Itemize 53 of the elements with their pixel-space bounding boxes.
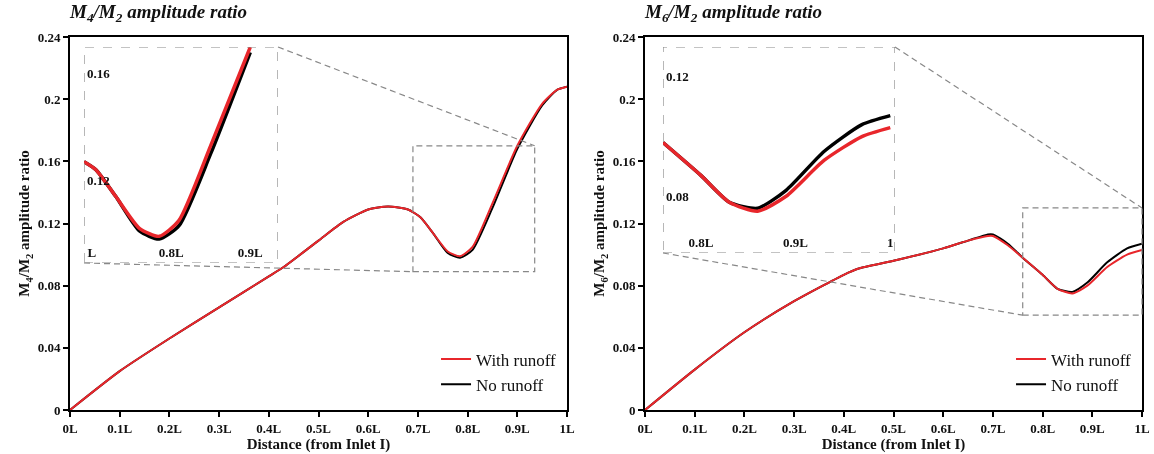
legend-label: With runoff [476,350,557,370]
x-tick-label: 0.1L [682,420,708,436]
y-tick-label: 0.04 [37,340,61,356]
x-tick-label: 0.9L [783,235,809,251]
x-tick-label: 0.7L [980,420,1006,436]
legend-label: No runoff [1051,375,1119,395]
x-tick-label: 0L [637,420,653,436]
y-tick-label: 0.2 [619,91,636,107]
x-tick-label: 0.4L [831,420,857,436]
x-tick-label: 0.2L [731,420,758,436]
y-tick-label: 0.24 [612,29,636,45]
x-tick-label: 1L [559,420,575,436]
x-tick-label: 0.9L [1079,420,1106,436]
x-tick-label: 1L [1134,420,1150,436]
x-tick-label: 0.4L [256,420,282,436]
y-tick-label: 0.12 [612,216,636,232]
x-tick-label: 0.8L [688,235,714,251]
x-tick-label: 0.7L [405,420,431,436]
y-tick-label: 0.08 [37,278,61,294]
y-tick-label: 0.12 [666,69,689,85]
y-tick-label: 0.16 [612,153,636,169]
x-axis-title: Distance (from Inlet I) [821,436,966,454]
y-tick-label: 0.12 [37,216,61,232]
y-tick-label: 0.24 [37,29,61,45]
y-tick-label: 0.08 [666,188,690,204]
y-tick-label: 0.16 [87,66,111,82]
x-tick-label: 0.1L [107,420,133,436]
y-tick-label: 0.04 [612,340,636,356]
x-tick-label: 0.6L [930,420,956,436]
y-tick-label: 0 [53,402,61,418]
x-tick-label: 0.2L [156,420,183,436]
legend-label: With runoff [1051,350,1132,370]
x-tick-label: L [87,245,97,261]
x-tick-label: 0.5L [881,420,907,436]
y-tick-label: 0.16 [37,153,61,169]
chart-title: M$_{4}$/M$_{2}$ amplitude ratio [69,0,247,25]
x-tick-label: 0.8L [1030,420,1056,436]
y-tick-label: 0 [628,402,636,418]
chart-title: M$_{6}$/M$_{2}$ amplitude ratio [644,0,822,25]
y-tick-label: 0.08 [612,278,636,294]
x-tick-label: 0.9L [237,245,264,261]
y-tick-label: 0.2 [44,91,61,107]
x-tick-label: 0.5L [306,420,332,436]
x-tick-label: 0L [62,420,78,436]
x-tick-label: 0.6L [355,420,381,436]
x-tick-label: 1 [887,235,894,251]
x-tick-label: 0.8L [158,245,184,261]
x-tick-label: 0.8L [455,420,481,436]
x-tick-label: 0.3L [206,420,232,436]
x-tick-label: 0.3L [781,420,807,436]
x-tick-label: 0.9L [504,420,531,436]
x-axis-title: Distance (from Inlet I) [246,436,391,454]
legend-label: No runoff [476,375,544,395]
